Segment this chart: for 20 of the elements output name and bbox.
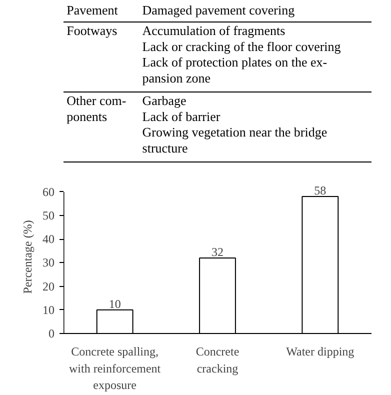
y-tick-label: 50 — [42, 208, 54, 222]
text: Garbage Lack of barrier Growing vegetation near the bridge structure — [142, 93, 328, 156]
text: Accumulation of fragments Lack or cracking of the floor covering Lack of protection plates on the ex- pansion zone — [142, 23, 342, 86]
y-tick-label: 60 — [42, 184, 54, 199]
y-tick-label: 0 — [48, 326, 54, 340]
y-tick-label: 30 — [42, 256, 54, 270]
data-label: 58 — [314, 184, 326, 198]
y-tick-label: 20 — [42, 279, 54, 294]
y-tick-label: 10 — [42, 302, 54, 317]
y-axis-title: Percentage (%) — [20, 220, 34, 294]
text: Footways — [66, 23, 118, 38]
text: Damaged pavement covering — [142, 2, 296, 18]
x-tick-label: Concrete spalling, with reinforcement exposure — [69, 344, 162, 392]
data-label: 10 — [108, 296, 121, 311]
data-label: 32 — [212, 244, 224, 259]
text: Other com- ponents — [66, 93, 126, 124]
y-tick-label: 40 — [42, 232, 54, 246]
x-tick-label: Concrete cracking — [196, 344, 240, 376]
text: Pavement — [66, 2, 118, 18]
x-tick-label: Water dipping — [286, 344, 354, 358]
